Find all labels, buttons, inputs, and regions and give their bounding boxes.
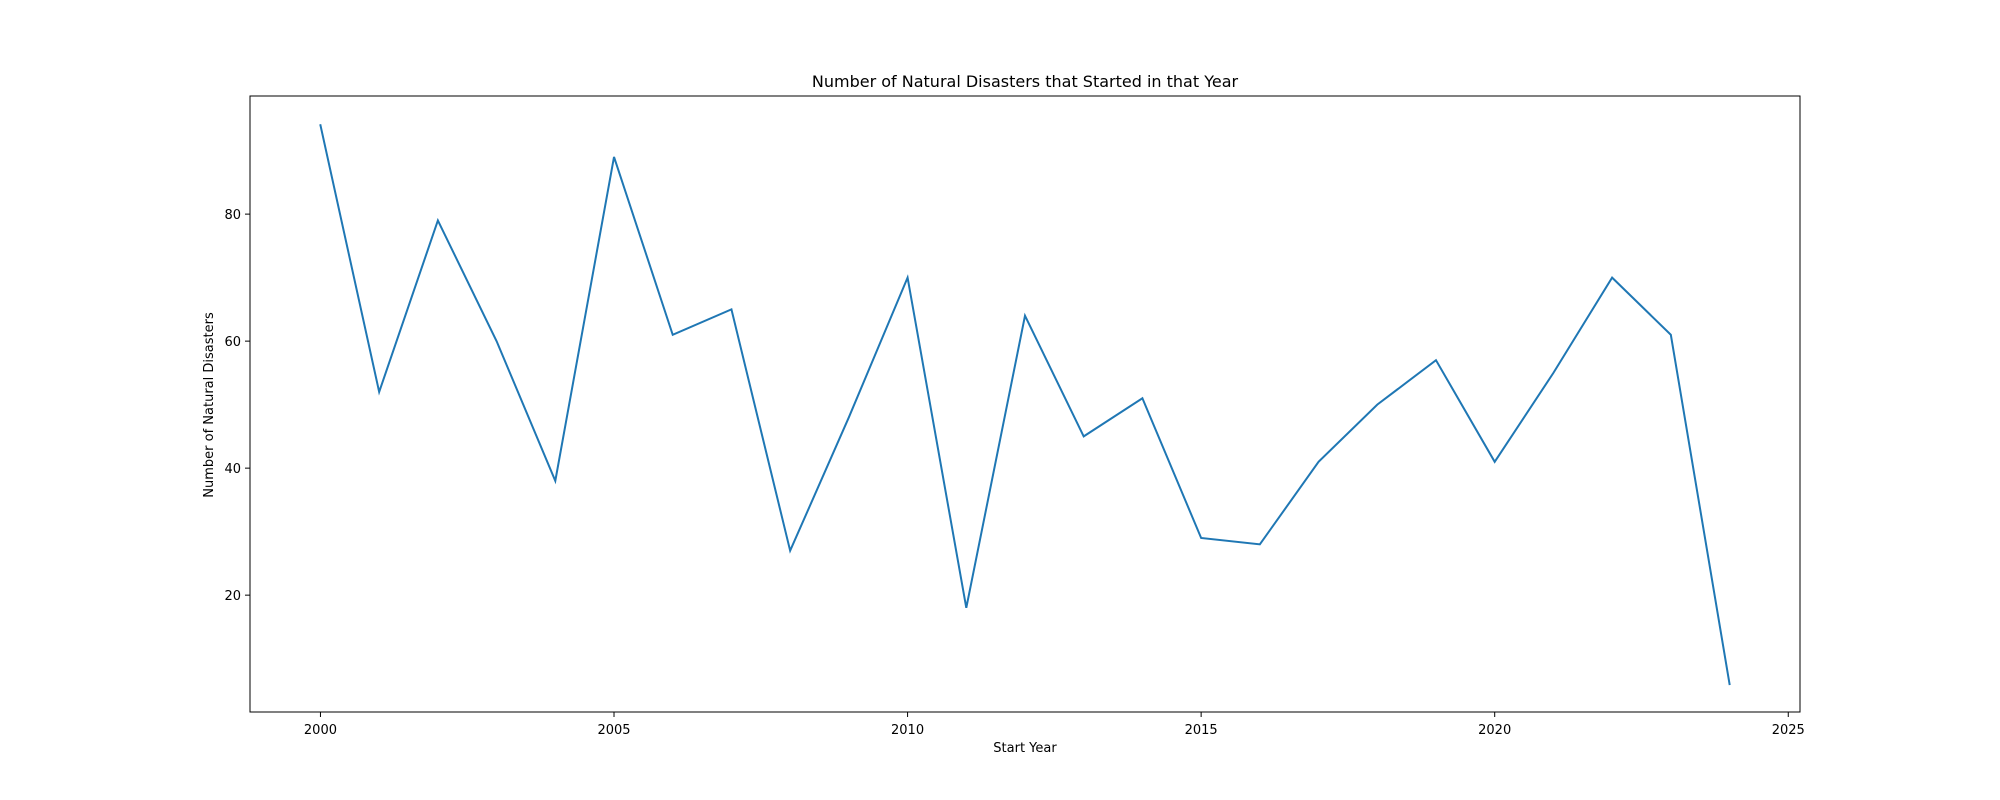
x-axis: 2000 2005 2010 2015 2020 2025 <box>304 712 1805 738</box>
y-tick-label: 80 <box>224 208 241 223</box>
x-tick-label: 2000 <box>304 723 337 738</box>
x-tick-label: 2015 <box>1185 723 1218 738</box>
y-tick-label: 20 <box>224 589 241 604</box>
x-tick-label: 2005 <box>597 723 630 738</box>
x-tick-label: 2010 <box>891 723 924 738</box>
x-axis-label: Start Year <box>993 741 1057 756</box>
y-tick-label: 60 <box>224 335 241 350</box>
y-tick-label: 40 <box>224 462 241 477</box>
chart-title: Number of Natural Disasters that Started… <box>812 72 1239 91</box>
x-tick-label: 2020 <box>1478 723 1511 738</box>
y-axis-label: Number of Natural Disasters <box>202 312 217 498</box>
plot-area <box>320 125 1729 684</box>
plot-frame <box>250 96 1800 712</box>
y-axis: 20 40 60 80 <box>224 208 250 604</box>
x-tick-label: 2025 <box>1772 723 1805 738</box>
series-line <box>320 125 1729 684</box>
